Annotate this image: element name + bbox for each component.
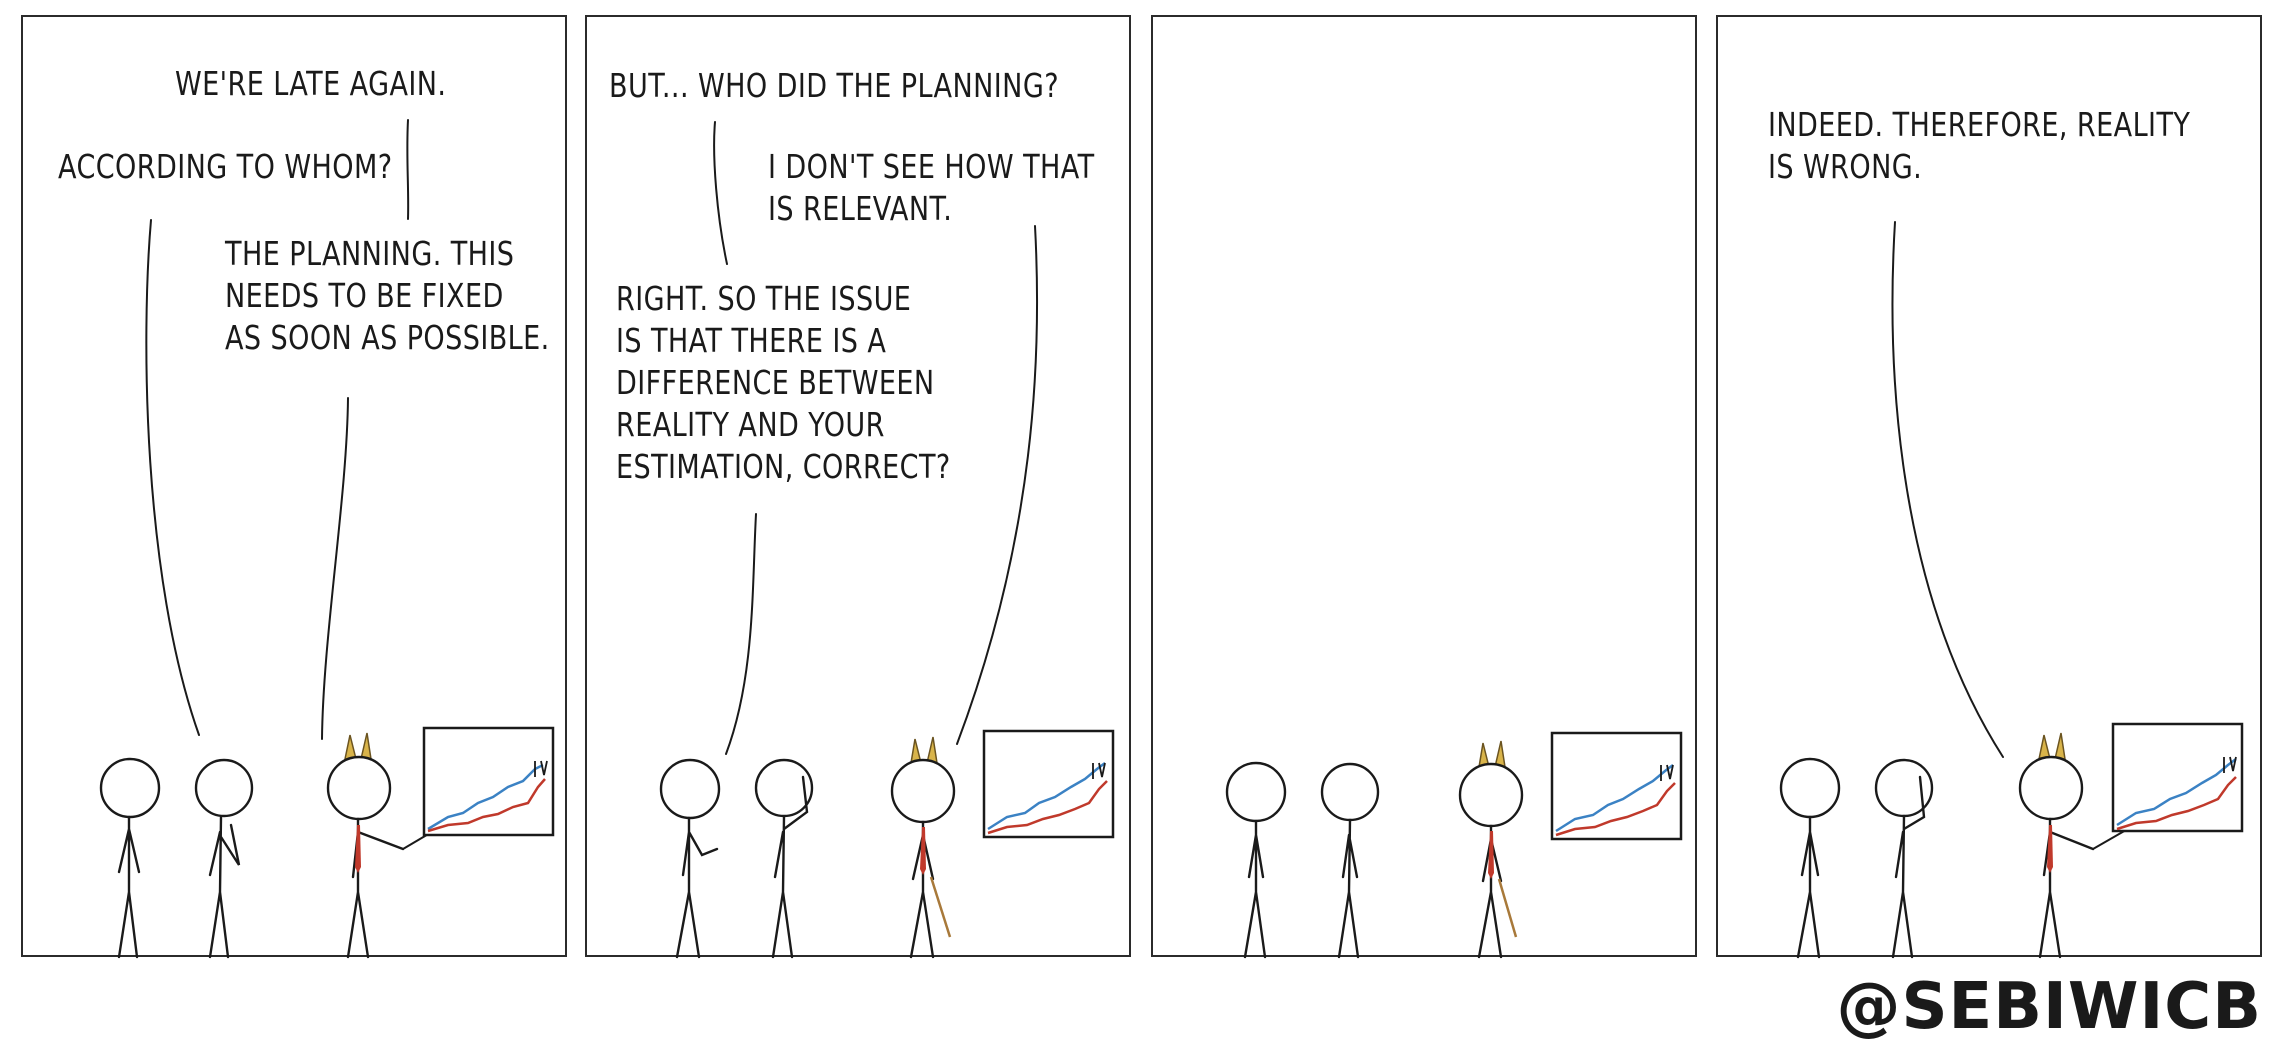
speech-tail [321,397,349,740]
stick-figure-colleague-2 [1874,758,1934,959]
speech-bubble-relevant: I DON'T SEE HOW THAT IS RELEVANT. [768,147,1095,228]
speech-bubble-late: WE'RE LATE AGAIN. [175,64,447,103]
stick-figure-colleague-1 [99,757,161,959]
whiteboard-chart [1550,731,1683,841]
speech-tail [1891,221,2004,758]
horn-left [2038,734,2051,760]
speech-bubble-who: BUT... WHO DID THE PLANNING? [609,66,1059,105]
stick-figure-manager [326,732,482,959]
horn-right [2054,732,2066,760]
whiteboard-chart [2111,722,2244,833]
stick-figure-colleague-1 [1779,757,1841,959]
chart-line-blue [427,763,544,831]
stick-figure-colleague-2 [1320,762,1380,959]
speech-tail [406,119,410,220]
speech-tail [713,121,728,265]
speech-bubble-planning: THE PLANNING. THIS NEEDS TO BE FIXED AS … [225,234,550,357]
whiteboard-chart [422,726,555,837]
speech-tail [145,219,200,736]
horn-right [926,736,938,764]
author-credit: @SEBIWICB [1836,970,2262,1044]
horn-right [1494,740,1506,768]
stick-figure-colleague-1 [1225,761,1287,959]
comic-panel-1: WE'RE LATE AGAIN. ACCORDING TO WHOM? THE… [21,15,567,959]
speech-bubble-right: RIGHT. SO THE ISSUE IS THAT THERE IS A D… [616,279,951,486]
panel-2-art [659,121,1115,959]
tie [920,827,926,875]
stick-figure-colleague-1 [659,758,721,959]
panel-1-art [99,119,555,959]
whiteboard-chart [982,729,1115,839]
horn-left [344,734,357,760]
stick-figure-manager [1458,740,1524,959]
comic-panel-4: INDEED. THEREFORE, REALITY IS WRONG. [1716,15,2262,959]
pointer-stick [1497,878,1518,938]
speech-bubble-whom: ACCORDING TO WHOM? [58,147,393,186]
chart-line-red [427,778,546,833]
comic-panel-3 [1151,15,1697,959]
speech-tail [956,225,1039,745]
comic-panel-2: BUT... WHO DID THE PLANNING? I DON'T SEE… [585,15,1131,959]
horn-right [360,732,372,760]
tie [1488,831,1494,879]
panel-3-art [1225,731,1683,959]
tie [2047,825,2053,873]
stick-figure-manager [890,736,956,959]
speech-tail [725,513,757,755]
pointer-stick [929,876,952,938]
panel-4-art [1779,221,2244,959]
stick-figure-colleague-2 [754,758,814,959]
tie [355,825,361,873]
stick-figure-colleague-2 [194,758,254,959]
speech-bubble-indeed: INDEED. THEREFORE, REALITY IS WRONG. [1768,105,2191,186]
